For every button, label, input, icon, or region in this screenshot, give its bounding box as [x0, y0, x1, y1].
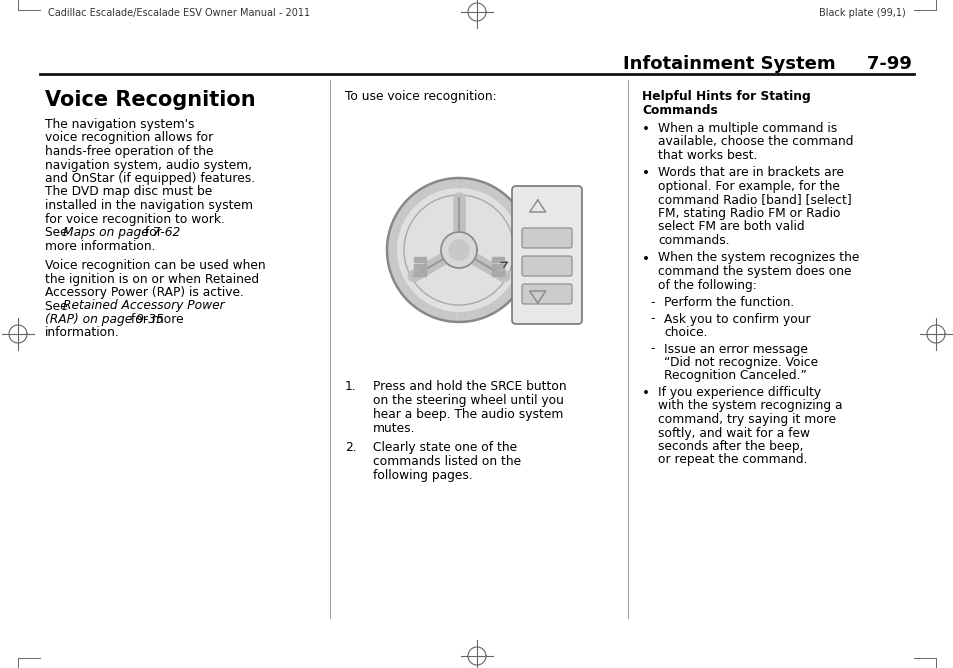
- Text: Accessory Power (RAP) is active.: Accessory Power (RAP) is active.: [45, 286, 244, 299]
- Text: Voice recognition can be used when: Voice recognition can be used when: [45, 259, 265, 272]
- Text: 1.: 1.: [345, 380, 356, 393]
- Text: seconds after the beep,: seconds after the beep,: [658, 440, 802, 453]
- Text: more information.: more information.: [45, 240, 155, 253]
- Text: Retained Accessory Power: Retained Accessory Power: [63, 299, 225, 313]
- Polygon shape: [492, 265, 504, 269]
- Text: choice.: choice.: [663, 326, 707, 339]
- Text: with the system recognizing a: with the system recognizing a: [658, 399, 841, 413]
- Text: Maps on page 7-62: Maps on page 7-62: [63, 226, 180, 239]
- Text: When the system recognizes the: When the system recognizes the: [658, 251, 859, 265]
- Text: for: for: [141, 226, 162, 239]
- Polygon shape: [449, 240, 469, 260]
- Text: “Did not recognize. Voice: “Did not recognize. Voice: [663, 356, 818, 369]
- Polygon shape: [492, 257, 504, 263]
- Text: Infotainment System     7-99: Infotainment System 7-99: [622, 55, 911, 73]
- Text: Commands: Commands: [641, 104, 717, 117]
- FancyBboxPatch shape: [521, 256, 572, 276]
- Text: •: •: [641, 166, 649, 180]
- Text: command the system does one: command the system does one: [658, 265, 851, 278]
- Text: hear a beep. The audio system: hear a beep. The audio system: [373, 408, 563, 421]
- Text: and OnStar (if equipped) features.: and OnStar (if equipped) features.: [45, 172, 254, 185]
- Text: installed in the navigation system: installed in the navigation system: [45, 199, 253, 212]
- Text: softly, and wait for a few: softly, and wait for a few: [658, 426, 809, 440]
- Text: mutes.: mutes.: [373, 422, 416, 435]
- Text: for more: for more: [128, 313, 184, 326]
- Text: optional. For example, for the: optional. For example, for the: [658, 180, 839, 193]
- Text: See: See: [45, 226, 71, 239]
- Text: select FM are both valid: select FM are both valid: [658, 220, 803, 234]
- Text: voice recognition allows for: voice recognition allows for: [45, 132, 213, 144]
- Polygon shape: [413, 271, 425, 277]
- Text: following pages.: following pages.: [373, 469, 473, 482]
- Text: hands-free operation of the: hands-free operation of the: [45, 145, 213, 158]
- Text: of the following:: of the following:: [658, 279, 756, 291]
- Text: Words that are in brackets are: Words that are in brackets are: [658, 166, 843, 180]
- Text: If you experience difficulty: If you experience difficulty: [658, 386, 821, 399]
- Text: information.: information.: [45, 327, 120, 339]
- Text: Perform the function.: Perform the function.: [663, 296, 794, 309]
- Text: Voice Recognition: Voice Recognition: [45, 90, 255, 110]
- Text: available, choose the command: available, choose the command: [658, 136, 853, 148]
- Text: the ignition is on or when Retained: the ignition is on or when Retained: [45, 273, 259, 285]
- Polygon shape: [413, 265, 425, 269]
- Text: Recognition Canceled.”: Recognition Canceled.”: [663, 369, 806, 383]
- Polygon shape: [440, 232, 476, 268]
- Text: •: •: [641, 386, 649, 400]
- FancyBboxPatch shape: [521, 228, 572, 248]
- Text: -: -: [649, 343, 654, 355]
- Text: commands listed on the: commands listed on the: [373, 455, 520, 468]
- Text: on the steering wheel until you: on the steering wheel until you: [373, 394, 563, 407]
- Text: •: •: [641, 251, 649, 265]
- Text: (RAP) on page 9-35: (RAP) on page 9-35: [45, 313, 164, 326]
- Text: The navigation system's: The navigation system's: [45, 118, 194, 131]
- Text: •: •: [641, 122, 649, 136]
- Polygon shape: [492, 271, 504, 277]
- Text: -: -: [649, 313, 654, 325]
- Polygon shape: [413, 257, 425, 263]
- Text: Ask you to confirm your: Ask you to confirm your: [663, 313, 810, 325]
- Text: Clearly state one of the: Clearly state one of the: [373, 441, 517, 454]
- Text: Press and hold the SRCE button: Press and hold the SRCE button: [373, 380, 566, 393]
- Text: for voice recognition to work.: for voice recognition to work.: [45, 212, 225, 226]
- Text: To use voice recognition:: To use voice recognition:: [345, 90, 497, 103]
- FancyBboxPatch shape: [512, 186, 581, 324]
- Text: When a multiple command is: When a multiple command is: [658, 122, 837, 135]
- Text: See: See: [45, 299, 71, 313]
- Text: or repeat the command.: or repeat the command.: [658, 454, 806, 466]
- Polygon shape: [387, 178, 531, 322]
- FancyBboxPatch shape: [521, 284, 572, 304]
- Text: Black plate (99,1): Black plate (99,1): [819, 8, 905, 18]
- Text: FM, stating Radio FM or Radio: FM, stating Radio FM or Radio: [658, 207, 840, 220]
- Text: Helpful Hints for Stating: Helpful Hints for Stating: [641, 90, 810, 103]
- Text: command Radio [band] [select]: command Radio [band] [select]: [658, 194, 851, 206]
- Text: command, try saying it more: command, try saying it more: [658, 413, 835, 426]
- Text: -: -: [649, 296, 654, 309]
- Text: navigation system, audio system,: navigation system, audio system,: [45, 158, 252, 172]
- Text: 2.: 2.: [345, 441, 356, 454]
- Text: Issue an error message: Issue an error message: [663, 343, 807, 355]
- Text: that works best.: that works best.: [658, 149, 757, 162]
- Text: Cadillac Escalade/Escalade ESV Owner Manual - 2011: Cadillac Escalade/Escalade ESV Owner Man…: [48, 8, 310, 18]
- Text: The DVD map disc must be: The DVD map disc must be: [45, 186, 212, 198]
- Text: commands.: commands.: [658, 234, 729, 247]
